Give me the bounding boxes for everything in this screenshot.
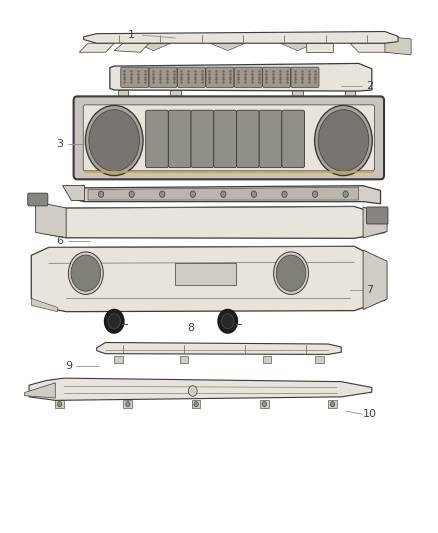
Polygon shape — [114, 43, 149, 52]
Polygon shape — [363, 250, 387, 310]
Polygon shape — [62, 185, 84, 199]
Polygon shape — [25, 383, 55, 398]
FancyBboxPatch shape — [282, 110, 304, 167]
Bar — [263, 357, 272, 363]
Circle shape — [108, 314, 120, 329]
FancyBboxPatch shape — [237, 110, 259, 167]
Bar — [345, 90, 355, 96]
Polygon shape — [75, 185, 381, 204]
FancyBboxPatch shape — [146, 110, 168, 167]
Text: 10: 10 — [363, 409, 377, 419]
Text: 9: 9 — [65, 361, 72, 372]
Polygon shape — [363, 207, 387, 238]
Polygon shape — [110, 63, 372, 91]
Circle shape — [251, 191, 257, 197]
Bar — [114, 357, 123, 363]
Circle shape — [105, 310, 124, 333]
Circle shape — [221, 191, 226, 197]
Circle shape — [129, 191, 134, 197]
Circle shape — [274, 252, 308, 294]
Polygon shape — [84, 31, 398, 43]
Polygon shape — [306, 43, 332, 52]
FancyBboxPatch shape — [259, 110, 282, 167]
Bar — [55, 400, 64, 408]
Circle shape — [89, 110, 140, 171]
FancyBboxPatch shape — [263, 67, 290, 87]
FancyBboxPatch shape — [234, 67, 262, 87]
Circle shape — [99, 191, 104, 197]
Circle shape — [188, 386, 197, 397]
Bar — [118, 90, 128, 96]
Circle shape — [314, 106, 372, 175]
Polygon shape — [210, 43, 245, 51]
Polygon shape — [350, 43, 394, 52]
Circle shape — [276, 255, 306, 291]
Circle shape — [282, 191, 287, 197]
Polygon shape — [97, 343, 341, 354]
Bar — [175, 263, 237, 285]
Circle shape — [159, 191, 165, 197]
Circle shape — [343, 191, 348, 197]
Circle shape — [218, 310, 237, 333]
Circle shape — [222, 314, 234, 329]
FancyBboxPatch shape — [367, 207, 388, 224]
Bar — [292, 90, 303, 96]
FancyBboxPatch shape — [28, 193, 48, 206]
Polygon shape — [385, 36, 411, 55]
FancyBboxPatch shape — [206, 67, 234, 87]
Text: 8: 8 — [187, 322, 194, 333]
FancyBboxPatch shape — [191, 110, 214, 167]
Polygon shape — [79, 43, 114, 52]
Bar — [124, 400, 132, 408]
Text: 3: 3 — [56, 139, 63, 149]
Circle shape — [190, 191, 195, 197]
Polygon shape — [29, 378, 372, 400]
Circle shape — [71, 255, 101, 291]
Polygon shape — [31, 298, 57, 312]
Circle shape — [68, 252, 103, 294]
Bar — [315, 357, 324, 363]
Text: 7: 7 — [366, 286, 373, 295]
Polygon shape — [88, 187, 359, 200]
FancyBboxPatch shape — [214, 110, 237, 167]
Circle shape — [330, 401, 335, 407]
FancyBboxPatch shape — [149, 67, 177, 87]
Circle shape — [312, 191, 318, 197]
Bar — [170, 90, 180, 96]
FancyBboxPatch shape — [291, 67, 319, 87]
FancyBboxPatch shape — [74, 96, 384, 179]
Polygon shape — [31, 246, 385, 312]
Circle shape — [85, 106, 143, 175]
Bar — [192, 400, 201, 408]
Text: 2: 2 — [366, 81, 373, 91]
Polygon shape — [44, 206, 385, 238]
Bar — [328, 400, 337, 408]
Polygon shape — [280, 43, 315, 51]
FancyBboxPatch shape — [121, 67, 149, 87]
FancyBboxPatch shape — [83, 105, 374, 171]
Circle shape — [126, 401, 130, 407]
Text: 6: 6 — [56, 236, 63, 246]
Circle shape — [318, 110, 369, 171]
Text: 4: 4 — [366, 209, 373, 220]
Bar — [180, 357, 188, 363]
Polygon shape — [35, 201, 66, 238]
FancyBboxPatch shape — [168, 110, 191, 167]
FancyBboxPatch shape — [177, 67, 205, 87]
Circle shape — [57, 401, 62, 407]
Bar — [260, 400, 268, 408]
Text: 1: 1 — [128, 30, 135, 41]
Circle shape — [194, 401, 198, 407]
Polygon shape — [136, 43, 171, 51]
Circle shape — [262, 401, 266, 407]
